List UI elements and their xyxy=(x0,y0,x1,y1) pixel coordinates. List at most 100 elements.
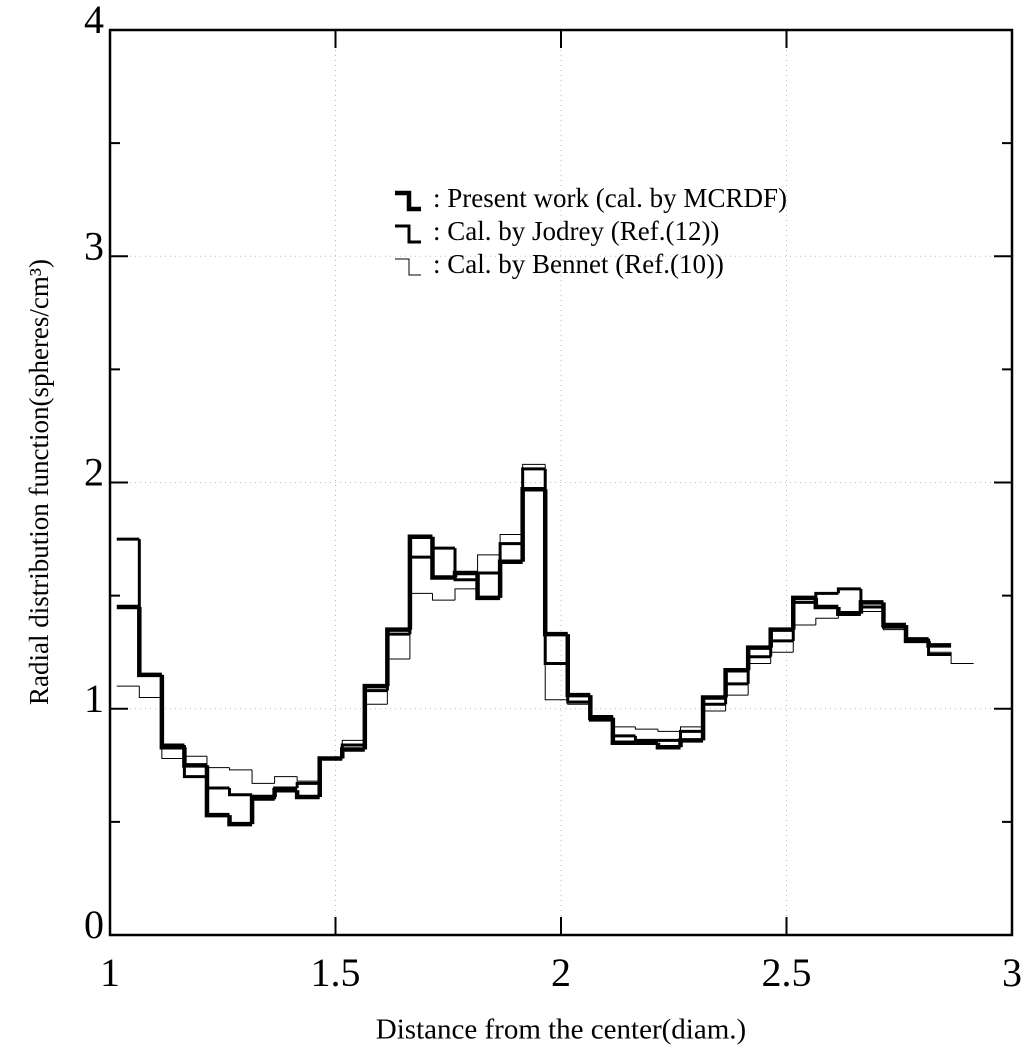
step xyxy=(385,627,410,687)
step xyxy=(565,634,591,698)
step xyxy=(904,627,929,641)
step xyxy=(792,624,816,653)
legend-label: : Cal. by Bennet (Ref.(10)) xyxy=(433,249,724,279)
step xyxy=(747,663,771,696)
step xyxy=(610,717,636,745)
step xyxy=(364,703,388,741)
legend-swatch xyxy=(395,190,421,212)
step xyxy=(475,573,501,601)
step xyxy=(251,769,275,784)
step xyxy=(655,742,681,750)
y-tick-label: 2 xyxy=(84,450,104,495)
step xyxy=(317,756,343,797)
step xyxy=(476,571,501,580)
step xyxy=(815,617,839,626)
step xyxy=(138,686,162,698)
plot-frame xyxy=(108,28,1014,937)
step xyxy=(544,464,568,701)
step xyxy=(791,600,816,641)
step xyxy=(905,629,929,642)
legend-label: : Present work (cal. by MCRDF) xyxy=(433,183,787,213)
step xyxy=(340,743,365,759)
step xyxy=(837,610,861,619)
y-tick-label: 4 xyxy=(84,0,104,42)
step xyxy=(452,570,478,578)
x-tick-label: 2.5 xyxy=(762,950,812,995)
step xyxy=(454,588,478,601)
step xyxy=(836,606,861,616)
step xyxy=(814,591,839,603)
step xyxy=(522,463,546,535)
legend-swatch xyxy=(395,258,421,276)
step xyxy=(678,738,704,748)
x-tick-label: 1 xyxy=(100,950,120,995)
step xyxy=(183,755,207,759)
step xyxy=(250,794,275,801)
step xyxy=(926,640,952,648)
step xyxy=(745,645,771,671)
x-tick-label: 3 xyxy=(1002,950,1022,995)
step xyxy=(362,683,388,750)
step xyxy=(611,720,636,738)
step xyxy=(431,593,456,601)
step xyxy=(407,534,433,630)
step xyxy=(881,602,907,628)
step xyxy=(296,776,320,782)
step xyxy=(273,786,298,800)
step xyxy=(206,756,230,769)
step xyxy=(409,592,433,659)
step xyxy=(588,695,613,721)
step xyxy=(702,710,726,727)
step xyxy=(272,787,298,797)
step xyxy=(477,554,501,589)
x-tick-label: 1.5 xyxy=(311,950,361,995)
step xyxy=(725,694,749,712)
step xyxy=(567,699,591,705)
legend-swatch xyxy=(395,224,421,244)
step xyxy=(950,652,974,664)
step xyxy=(612,715,636,728)
x-tick-label: 2 xyxy=(551,950,571,995)
step xyxy=(724,682,749,705)
step xyxy=(319,758,343,782)
step xyxy=(249,794,275,825)
step xyxy=(589,704,613,717)
step xyxy=(160,674,185,747)
step xyxy=(430,536,456,580)
step xyxy=(385,632,410,691)
step xyxy=(498,542,523,573)
step xyxy=(137,539,162,677)
step xyxy=(633,735,658,742)
step xyxy=(453,548,478,582)
legend-label: : Cal. by Jodrey (Ref.(12)) xyxy=(433,216,719,246)
step xyxy=(521,467,546,544)
step xyxy=(768,627,794,648)
step xyxy=(363,689,388,745)
step xyxy=(340,747,365,759)
y-tick-label: 3 xyxy=(84,223,104,268)
step xyxy=(499,534,523,555)
step xyxy=(813,597,839,610)
step xyxy=(159,674,185,750)
step xyxy=(497,559,523,598)
step xyxy=(161,697,185,760)
step xyxy=(680,726,704,732)
y-axis-label: Radial distribution function(spheres/cm³… xyxy=(24,259,54,705)
step xyxy=(634,726,658,730)
step xyxy=(859,588,884,609)
step xyxy=(657,729,681,732)
step xyxy=(770,651,794,664)
step xyxy=(205,776,230,790)
step xyxy=(294,790,320,800)
y-tick-label: 1 xyxy=(84,676,104,721)
step xyxy=(836,587,861,594)
step xyxy=(204,765,230,818)
step xyxy=(318,757,343,784)
step xyxy=(746,655,771,684)
step xyxy=(295,781,320,788)
step xyxy=(701,702,726,732)
step xyxy=(769,639,794,657)
step xyxy=(408,555,433,635)
